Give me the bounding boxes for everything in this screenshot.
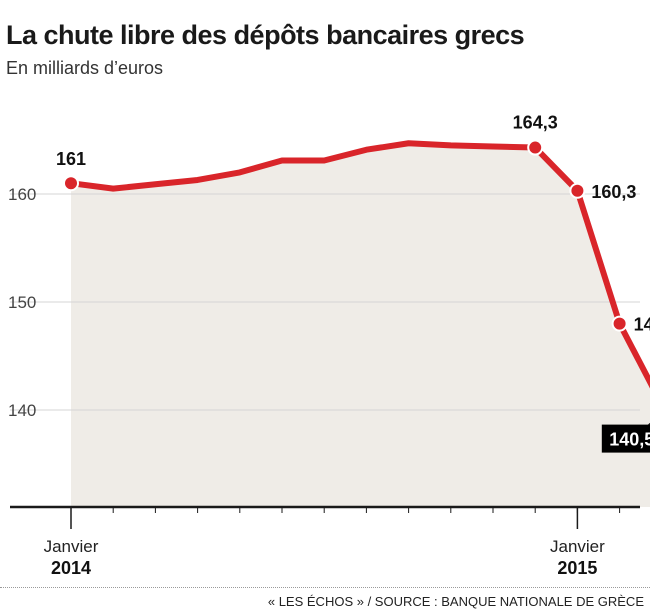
data-label-2014-01: 161 [56,149,86,169]
x-tick-year-2015-01: 2015 [557,558,597,578]
data-label-2015-01: 160,3 [591,182,636,202]
data-label-2015-02: 148 [634,315,650,335]
y-tick-label-140: 140 [8,401,36,420]
chart-subtitle: En milliards d’euros [6,58,164,78]
x-tick-month-2015-01: Janvier [550,537,605,556]
x-tick-month-2014-01: Janvier [44,537,99,556]
x-tick-year-2014-01: 2014 [51,558,91,578]
data-label-2014-12: 164,3 [513,113,558,133]
data-label-pointer-2015-03 [647,422,650,425]
y-tick-label-160: 160 [8,185,36,204]
footer-separator [0,587,650,588]
data-label-2015-03: 140,5 [609,430,650,450]
series-line [68,140,650,389]
source-credit: « LES ÉCHOS » / SOURCE : BANQUE NATIONAL… [267,594,644,609]
area-fill [71,143,650,507]
data-point-2014-12 [527,139,544,156]
data-point-2015-02 [611,315,628,332]
data-label-box-2015-03 [601,424,650,453]
data-point-2015-01 [569,182,586,199]
chart-title: La chute libre des dépôts bancaires grec… [6,20,525,50]
y-tick-label-150: 150 [8,293,36,312]
data-point-2014-01 [63,175,79,192]
